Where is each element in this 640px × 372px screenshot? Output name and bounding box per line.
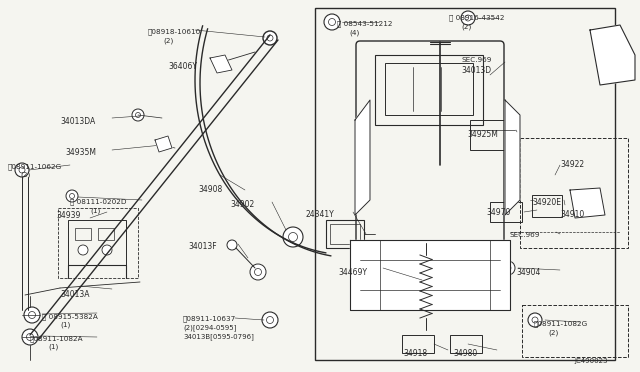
Text: ⓝ08911-1082G: ⓝ08911-1082G	[534, 320, 588, 327]
Circle shape	[15, 163, 29, 177]
Circle shape	[227, 240, 237, 250]
Text: 34013DA: 34013DA	[60, 117, 95, 126]
Text: (2): (2)	[461, 23, 471, 29]
Bar	[402, 335, 434, 353]
Circle shape	[250, 264, 266, 280]
Circle shape	[102, 245, 112, 255]
Circle shape	[19, 167, 25, 173]
Circle shape	[22, 329, 38, 345]
Circle shape	[132, 109, 144, 121]
Circle shape	[465, 15, 471, 21]
Circle shape	[78, 245, 88, 255]
Text: (2): (2)	[163, 37, 173, 44]
Text: ⓝ08911-1062G: ⓝ08911-1062G	[8, 163, 62, 170]
Text: Ⓑ 08111-0202D: Ⓑ 08111-0202D	[70, 198, 127, 205]
Bar	[522, 305, 628, 357]
Polygon shape	[210, 55, 232, 73]
Circle shape	[26, 334, 33, 340]
Text: 34013F: 34013F	[188, 242, 216, 251]
Text: SEC.969: SEC.969	[461, 57, 492, 63]
Text: ⓝ08911-1082A: ⓝ08911-1082A	[30, 335, 84, 341]
Circle shape	[328, 19, 335, 26]
Text: Ⓛ 08916-43542: Ⓛ 08916-43542	[449, 14, 504, 20]
Circle shape	[532, 317, 538, 323]
Polygon shape	[155, 136, 172, 152]
Bar	[520, 138, 628, 248]
Text: (1): (1)	[90, 207, 100, 214]
Text: ⓝ08911-10637: ⓝ08911-10637	[183, 315, 236, 322]
Text: (2): (2)	[548, 329, 558, 336]
Circle shape	[66, 190, 78, 202]
Text: (2)[0294-0595]: (2)[0294-0595]	[183, 324, 236, 331]
Polygon shape	[355, 100, 370, 215]
Circle shape	[255, 269, 262, 276]
Text: (1): (1)	[48, 344, 58, 350]
Text: 34902: 34902	[230, 200, 254, 209]
Circle shape	[266, 317, 273, 324]
Bar	[315, 8, 615, 360]
Bar	[98, 228, 114, 240]
Bar	[385, 63, 473, 115]
Text: 34013A: 34013A	[60, 290, 90, 299]
Text: 34910: 34910	[560, 210, 584, 219]
Text: 34904: 34904	[516, 268, 540, 277]
Polygon shape	[505, 100, 520, 215]
Circle shape	[29, 311, 35, 318]
Circle shape	[501, 261, 515, 275]
Text: 34013B[0595-0796]: 34013B[0595-0796]	[183, 333, 254, 340]
Text: (4): (4)	[349, 29, 359, 35]
Polygon shape	[350, 240, 510, 310]
Text: (2): (2)	[20, 172, 30, 179]
Text: Ⓜ 08915-5382A: Ⓜ 08915-5382A	[42, 313, 98, 320]
Bar	[68, 220, 126, 265]
Text: ⓝ08918-10610: ⓝ08918-10610	[148, 28, 201, 35]
Circle shape	[289, 232, 298, 241]
Bar	[375, 55, 483, 125]
Circle shape	[24, 307, 40, 323]
Bar	[450, 335, 482, 353]
Text: 34935M: 34935M	[65, 148, 96, 157]
Text: Ⓢ 08543-51212: Ⓢ 08543-51212	[337, 20, 392, 27]
Circle shape	[615, 47, 625, 57]
Text: SEC.969: SEC.969	[510, 232, 540, 238]
Text: 34922: 34922	[560, 160, 584, 169]
Circle shape	[324, 14, 340, 30]
Circle shape	[70, 193, 74, 199]
Text: 34920E: 34920E	[532, 198, 561, 207]
Text: 36406Y: 36406Y	[168, 62, 197, 71]
Bar	[490, 202, 522, 222]
Text: 34939: 34939	[56, 211, 81, 220]
Circle shape	[528, 313, 542, 327]
Circle shape	[615, 61, 625, 71]
Bar	[75, 228, 91, 240]
Text: 34013D: 34013D	[461, 66, 491, 75]
Text: 34980: 34980	[453, 349, 477, 358]
Circle shape	[262, 312, 278, 328]
Text: 34970: 34970	[486, 208, 510, 217]
Circle shape	[615, 33, 625, 43]
Text: 24341Y: 24341Y	[305, 210, 333, 219]
Circle shape	[136, 112, 141, 118]
Polygon shape	[590, 25, 635, 85]
Text: 34908: 34908	[198, 185, 222, 194]
Circle shape	[267, 35, 273, 41]
Bar	[532, 195, 562, 217]
Bar	[330, 224, 360, 244]
Text: 34925M: 34925M	[467, 130, 498, 139]
Text: (1): (1)	[60, 322, 70, 328]
Circle shape	[461, 11, 475, 25]
Polygon shape	[570, 188, 605, 218]
Circle shape	[283, 227, 303, 247]
Circle shape	[505, 265, 511, 271]
Bar	[58, 208, 138, 278]
Text: 34469Y: 34469Y	[338, 268, 367, 277]
Bar	[326, 220, 364, 248]
Bar	[470, 120, 515, 150]
Text: JC490023: JC490023	[574, 358, 607, 364]
Circle shape	[263, 31, 277, 45]
Text: 34918: 34918	[403, 349, 427, 358]
